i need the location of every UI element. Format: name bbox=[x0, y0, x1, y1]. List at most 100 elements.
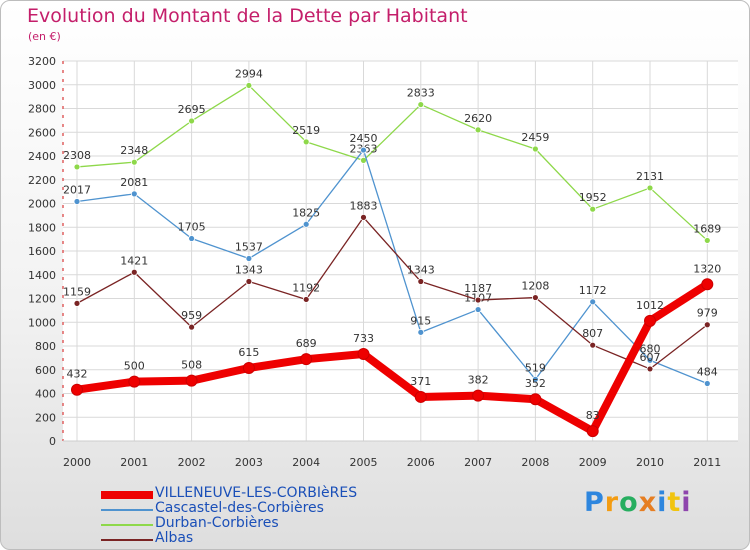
data-point bbox=[414, 390, 427, 403]
data-point bbox=[302, 220, 310, 228]
x-tick-label: 2008 bbox=[521, 456, 549, 469]
data-point bbox=[646, 184, 654, 192]
data-label: 1537 bbox=[235, 240, 263, 253]
legend-label-durban: Durban-Corbières bbox=[155, 515, 279, 531]
data-point bbox=[130, 268, 138, 276]
data-point bbox=[703, 321, 711, 329]
data-point bbox=[417, 328, 425, 336]
y-tick-label: 2000 bbox=[28, 198, 56, 211]
y-tick-label: 400 bbox=[35, 388, 56, 401]
data-label: 1883 bbox=[350, 199, 378, 212]
data-label: 508 bbox=[181, 359, 202, 372]
data-point bbox=[703, 380, 711, 387]
data-point bbox=[532, 294, 539, 301]
y-tick-label: 2800 bbox=[28, 103, 56, 116]
y-tick-label: 0 bbox=[49, 435, 56, 448]
chart-title: Evolution du Montant de la Dette par Hab… bbox=[27, 5, 468, 27]
y-tick-label: 200 bbox=[35, 411, 56, 424]
series-line-2 bbox=[76, 216, 708, 370]
x-tick-label: 2004 bbox=[292, 456, 320, 469]
data-point bbox=[245, 278, 253, 285]
data-point bbox=[474, 296, 482, 304]
data-label: 1952 bbox=[579, 191, 607, 204]
data-label: 807 bbox=[582, 327, 603, 340]
y-tick-label: 1400 bbox=[28, 269, 56, 282]
y-tick-label: 600 bbox=[35, 364, 56, 377]
data-label: 432 bbox=[67, 368, 88, 381]
data-label: 1192 bbox=[292, 281, 320, 294]
data-point bbox=[302, 138, 310, 146]
data-point bbox=[188, 235, 196, 242]
data-point bbox=[73, 198, 81, 205]
data-label: 1689 bbox=[693, 222, 721, 235]
data-point bbox=[589, 205, 597, 213]
data-point bbox=[474, 306, 482, 313]
y-tick-label: 2200 bbox=[28, 174, 56, 187]
data-label: 2081 bbox=[120, 176, 148, 189]
data-label: 371 bbox=[410, 375, 431, 388]
chart-subtitle: (en €) bbox=[28, 30, 61, 43]
series-line-3 bbox=[73, 280, 712, 436]
logo-letter: i bbox=[681, 487, 692, 518]
legend-label-albas: Albas bbox=[155, 530, 194, 546]
x-tick-label: 2001 bbox=[120, 456, 148, 469]
data-point bbox=[245, 255, 253, 262]
data-point bbox=[529, 393, 542, 406]
data-point bbox=[185, 374, 198, 387]
data-point bbox=[417, 278, 425, 285]
data-point bbox=[360, 146, 367, 154]
logo-letter: o bbox=[619, 487, 639, 518]
data-point bbox=[589, 341, 597, 349]
y-tick-label: 3000 bbox=[28, 79, 56, 92]
x-tick-label: 2007 bbox=[464, 456, 492, 469]
data-label: 2620 bbox=[464, 112, 492, 125]
data-point bbox=[302, 296, 310, 303]
data-label: 2994 bbox=[235, 67, 263, 80]
data-label: 1159 bbox=[63, 285, 91, 298]
data-label: 607 bbox=[640, 351, 661, 364]
x-tick-label: 2000 bbox=[63, 456, 91, 469]
data-label: 2459 bbox=[521, 131, 549, 144]
y-tick-label: 3200 bbox=[28, 55, 56, 68]
y-tick-label: 1200 bbox=[28, 293, 56, 306]
data-label: 2017 bbox=[63, 183, 91, 196]
legend-label-villeneuve: VILLENEUVE-LES-CORBIèRES bbox=[155, 485, 358, 501]
data-point bbox=[128, 375, 141, 388]
data-point bbox=[300, 353, 313, 366]
data-point bbox=[71, 383, 83, 396]
y-tick-label: 1600 bbox=[28, 245, 56, 258]
data-point bbox=[646, 356, 654, 364]
proxiti-logo: Proxiti bbox=[584, 487, 692, 518]
data-point bbox=[703, 237, 711, 244]
data-point bbox=[360, 213, 367, 221]
data-label: 733 bbox=[353, 332, 374, 345]
legend-swatch-cascastel bbox=[101, 509, 153, 511]
x-tick-label: 2011 bbox=[693, 456, 721, 469]
data-label: 680 bbox=[640, 342, 661, 355]
data-point bbox=[130, 158, 138, 166]
data-label: 1187 bbox=[464, 282, 492, 295]
data-label: 484 bbox=[697, 366, 718, 379]
logo-letter: i bbox=[657, 487, 668, 518]
data-point bbox=[73, 163, 81, 171]
y-tick-label: 1800 bbox=[28, 221, 56, 234]
data-label: 2519 bbox=[292, 124, 320, 137]
data-label: 2308 bbox=[63, 149, 91, 162]
data-point bbox=[188, 117, 196, 125]
data-label: 979 bbox=[697, 307, 718, 320]
data-label: 1421 bbox=[120, 254, 148, 267]
data-label: 959 bbox=[181, 309, 202, 322]
data-label: 500 bbox=[124, 360, 145, 373]
legend-swatch-albas bbox=[101, 539, 153, 541]
data-point bbox=[130, 190, 138, 198]
data-point bbox=[242, 361, 255, 374]
logo-letter: x bbox=[638, 487, 658, 518]
data-label: 1208 bbox=[521, 280, 549, 293]
data-label: 1172 bbox=[579, 284, 607, 297]
data-point bbox=[417, 101, 425, 108]
y-tick-label: 2400 bbox=[28, 150, 56, 163]
data-label: 2450 bbox=[350, 132, 378, 145]
x-tick-label: 2006 bbox=[407, 456, 435, 469]
